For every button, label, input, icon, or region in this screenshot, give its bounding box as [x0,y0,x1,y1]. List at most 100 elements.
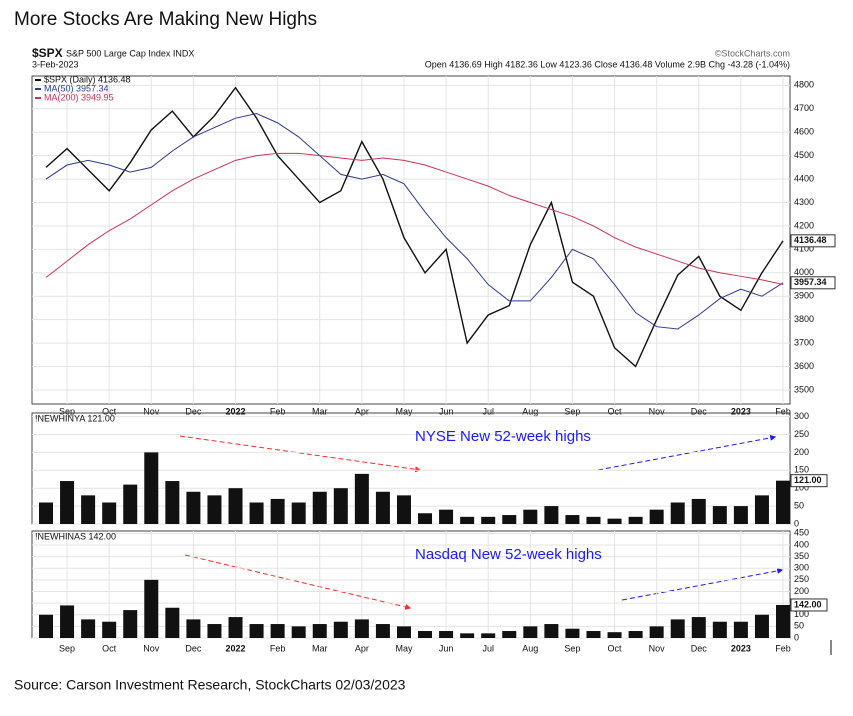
bar [670,619,685,638]
bar [396,495,411,524]
bar [481,516,496,524]
bar [60,481,75,524]
annotation: Nasdaq New 52-week highs [415,546,602,563]
y-tick-label: 0 [794,518,799,528]
bar [439,509,454,524]
bar [754,495,769,524]
bar [733,621,748,638]
panel-frame [31,75,791,405]
bar [186,491,201,524]
bar [123,610,138,638]
bar [270,624,285,638]
subtitle: S&P 500 Large Cap Index INDX [66,48,194,58]
bar [207,495,222,524]
y-tick-label: 3500 [794,384,814,394]
symbol: $SPX [32,46,63,60]
bar [144,452,159,524]
price-tag: 3957.34 [794,277,827,287]
bar [418,513,433,524]
x-tick-label: Mar [312,643,328,653]
bar [523,626,538,638]
y-tick-label: 4100 [794,244,814,254]
arrow [184,554,412,610]
x-tick-label: Sep [564,643,580,653]
y-tick-label: 4700 [794,103,814,113]
bar [123,484,138,524]
bar [544,624,559,638]
x-tick-label: Feb [270,643,286,653]
legend-swatch [35,88,41,90]
bar [628,516,643,524]
x-tick-label: Nov [649,643,666,653]
x-tick-label: May [395,406,413,416]
bar [776,604,790,638]
bar [102,621,117,638]
y-tick-label: 450 [794,528,809,538]
y-tick-label: 250 [794,574,809,584]
annotation: NYSE New 52-week highs [415,428,591,445]
series-line [45,112,784,330]
y-tick-label: 50 [794,621,804,631]
y-tick-label: 200 [794,586,809,596]
legend-entry: $SPX (Daily) 4136.48 [44,74,131,84]
x-tick-label: Feb [775,406,791,416]
bar [81,495,96,524]
bar [670,502,685,524]
price-tag: 4136.48 [794,235,827,245]
bar [60,605,75,638]
x-tick-label: Mar [312,406,328,416]
bar [39,614,53,638]
legend-swatch [35,79,41,81]
bar [333,621,348,638]
y-tick-label: 400 [794,539,809,549]
x-tick-label: Jul [482,406,494,416]
date: 3-Feb-2023 [32,59,79,69]
y-tick-label: 0 [794,632,799,642]
x-tick-label: Aug [522,643,538,653]
bar [586,631,601,638]
bar [544,506,559,524]
legend-swatch [35,97,41,99]
bar [418,631,433,638]
bar [628,631,643,638]
panel-label: !NEWHINYA 121.00 [35,413,115,423]
arrow [179,435,422,473]
x-tick-label: 2023 [731,406,751,416]
x-tick-label: Sep [59,643,75,653]
y-tick-label: 4600 [794,127,814,137]
quote: Open 4136.69 High 4182.36 Low 4123.36 Cl… [425,59,790,69]
bar [523,509,538,524]
bar [165,607,180,638]
bar [228,488,243,524]
x-tick-label: Sep [564,406,580,416]
y-tick-label: 350 [794,551,809,561]
y-tick-label: 4400 [794,173,814,183]
bar [460,633,475,638]
bar [144,579,159,638]
bar [776,480,790,524]
bar [312,491,327,524]
bar [186,619,201,638]
panel-label: !NEWHINAS 142.00 [35,531,116,541]
y-tick-label: 3900 [794,291,814,301]
source: Source: Carson Investment Research, Stoc… [14,677,406,693]
bar [712,506,727,524]
bar [565,628,580,638]
y-tick-label: 3700 [794,337,814,347]
x-tick-label: 2023 [731,643,751,653]
page-title: More Stocks Are Making New Highs [14,9,317,30]
legend-entry: MA(50) 3957.34 [44,83,109,93]
bar [649,626,664,638]
bar [586,516,601,524]
series-line [45,152,784,286]
bar [102,502,117,524]
bar [291,502,306,524]
x-tick-label: Sep [59,406,75,416]
legend-entry: MA(200) 3949.95 [44,92,114,102]
price-tag-box [790,234,836,248]
bar [607,518,622,524]
bar [502,631,517,638]
bar [312,624,327,638]
bar [207,624,222,638]
credit: ©StockCharts.com [715,48,790,58]
